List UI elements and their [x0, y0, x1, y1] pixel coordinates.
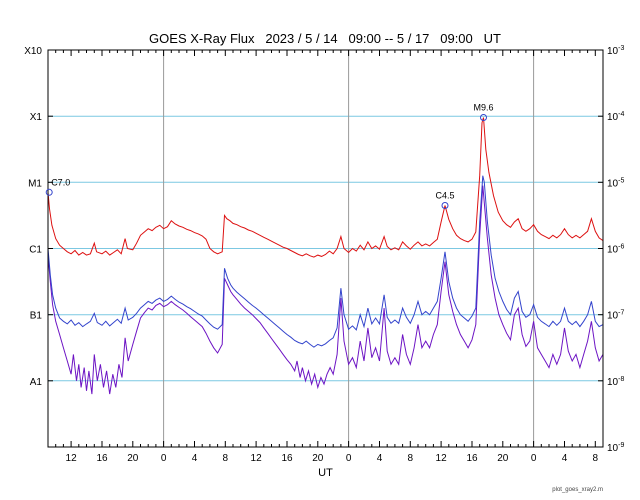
blue-trace: [47, 175, 604, 348]
x-axis-title: UT: [318, 467, 333, 479]
x-tick-label: 16: [96, 453, 108, 464]
flare-annotations: C7.0 C4.5 M9.6: [45, 103, 494, 209]
y-left-label: X1: [30, 112, 43, 123]
x-tick-label: 8: [593, 453, 599, 464]
x-tick-label: 4: [377, 453, 383, 464]
chart-title: GOES X-Ray Flux 2023 / 5 / 14 09:00 -- 5…: [149, 31, 501, 46]
y-left-label: A1: [30, 377, 43, 388]
y-right-label: 10-8: [607, 376, 624, 388]
y-right-label: 10-9: [607, 442, 624, 454]
y-left-label: B1: [30, 311, 43, 322]
x-tick-label: 8: [408, 453, 414, 464]
y-right-label: 10-7: [607, 310, 624, 322]
x-tick-label: 12: [251, 453, 263, 464]
purple-trace: [47, 185, 604, 395]
x-tick-label: 20: [497, 453, 509, 464]
y-right-label: 10-3: [607, 45, 624, 57]
grid-layer: [48, 50, 603, 447]
y-right-label: 10-6: [607, 244, 624, 256]
axes: X10 X1 M1 C1 B1 A1 10-3 10-4 10-5 10-6 10-7 10-8 10-…: [24, 45, 624, 479]
y-left-label: C1: [29, 245, 42, 256]
flare-label: M9.6: [473, 103, 493, 113]
x-tick-label: 4: [192, 453, 198, 464]
y-left-label: M1: [28, 178, 42, 189]
x-tick-label: 12: [66, 453, 78, 464]
x-tick-label: 0: [531, 453, 537, 464]
flare-marker-circle: [441, 202, 449, 209]
flare-label: C7.0: [51, 177, 70, 187]
x-tick-label: 16: [466, 453, 478, 464]
x-tick-label: 12: [436, 453, 448, 464]
y-left-label: X10: [24, 46, 42, 57]
red-trace: [47, 117, 604, 258]
x-tick-label: 8: [223, 453, 229, 464]
flare-marker-circle: [480, 114, 487, 121]
flare-marker-circle: [45, 188, 53, 196]
x-tick-label: 4: [562, 453, 568, 464]
y-right-label: 10-5: [607, 177, 624, 189]
x-tick-label: 20: [127, 453, 139, 464]
x-tick-label: 20: [312, 453, 324, 464]
x-tick-label: 0: [161, 453, 167, 464]
data-traces: [47, 117, 604, 395]
plot-script-label: plot_goes_xray2.m: [552, 487, 603, 493]
flare-label: C4.5: [435, 191, 454, 201]
x-tick-label: 0: [346, 453, 352, 464]
y-right-label: 10-4: [607, 111, 624, 123]
x-tick-label: 16: [281, 453, 293, 464]
